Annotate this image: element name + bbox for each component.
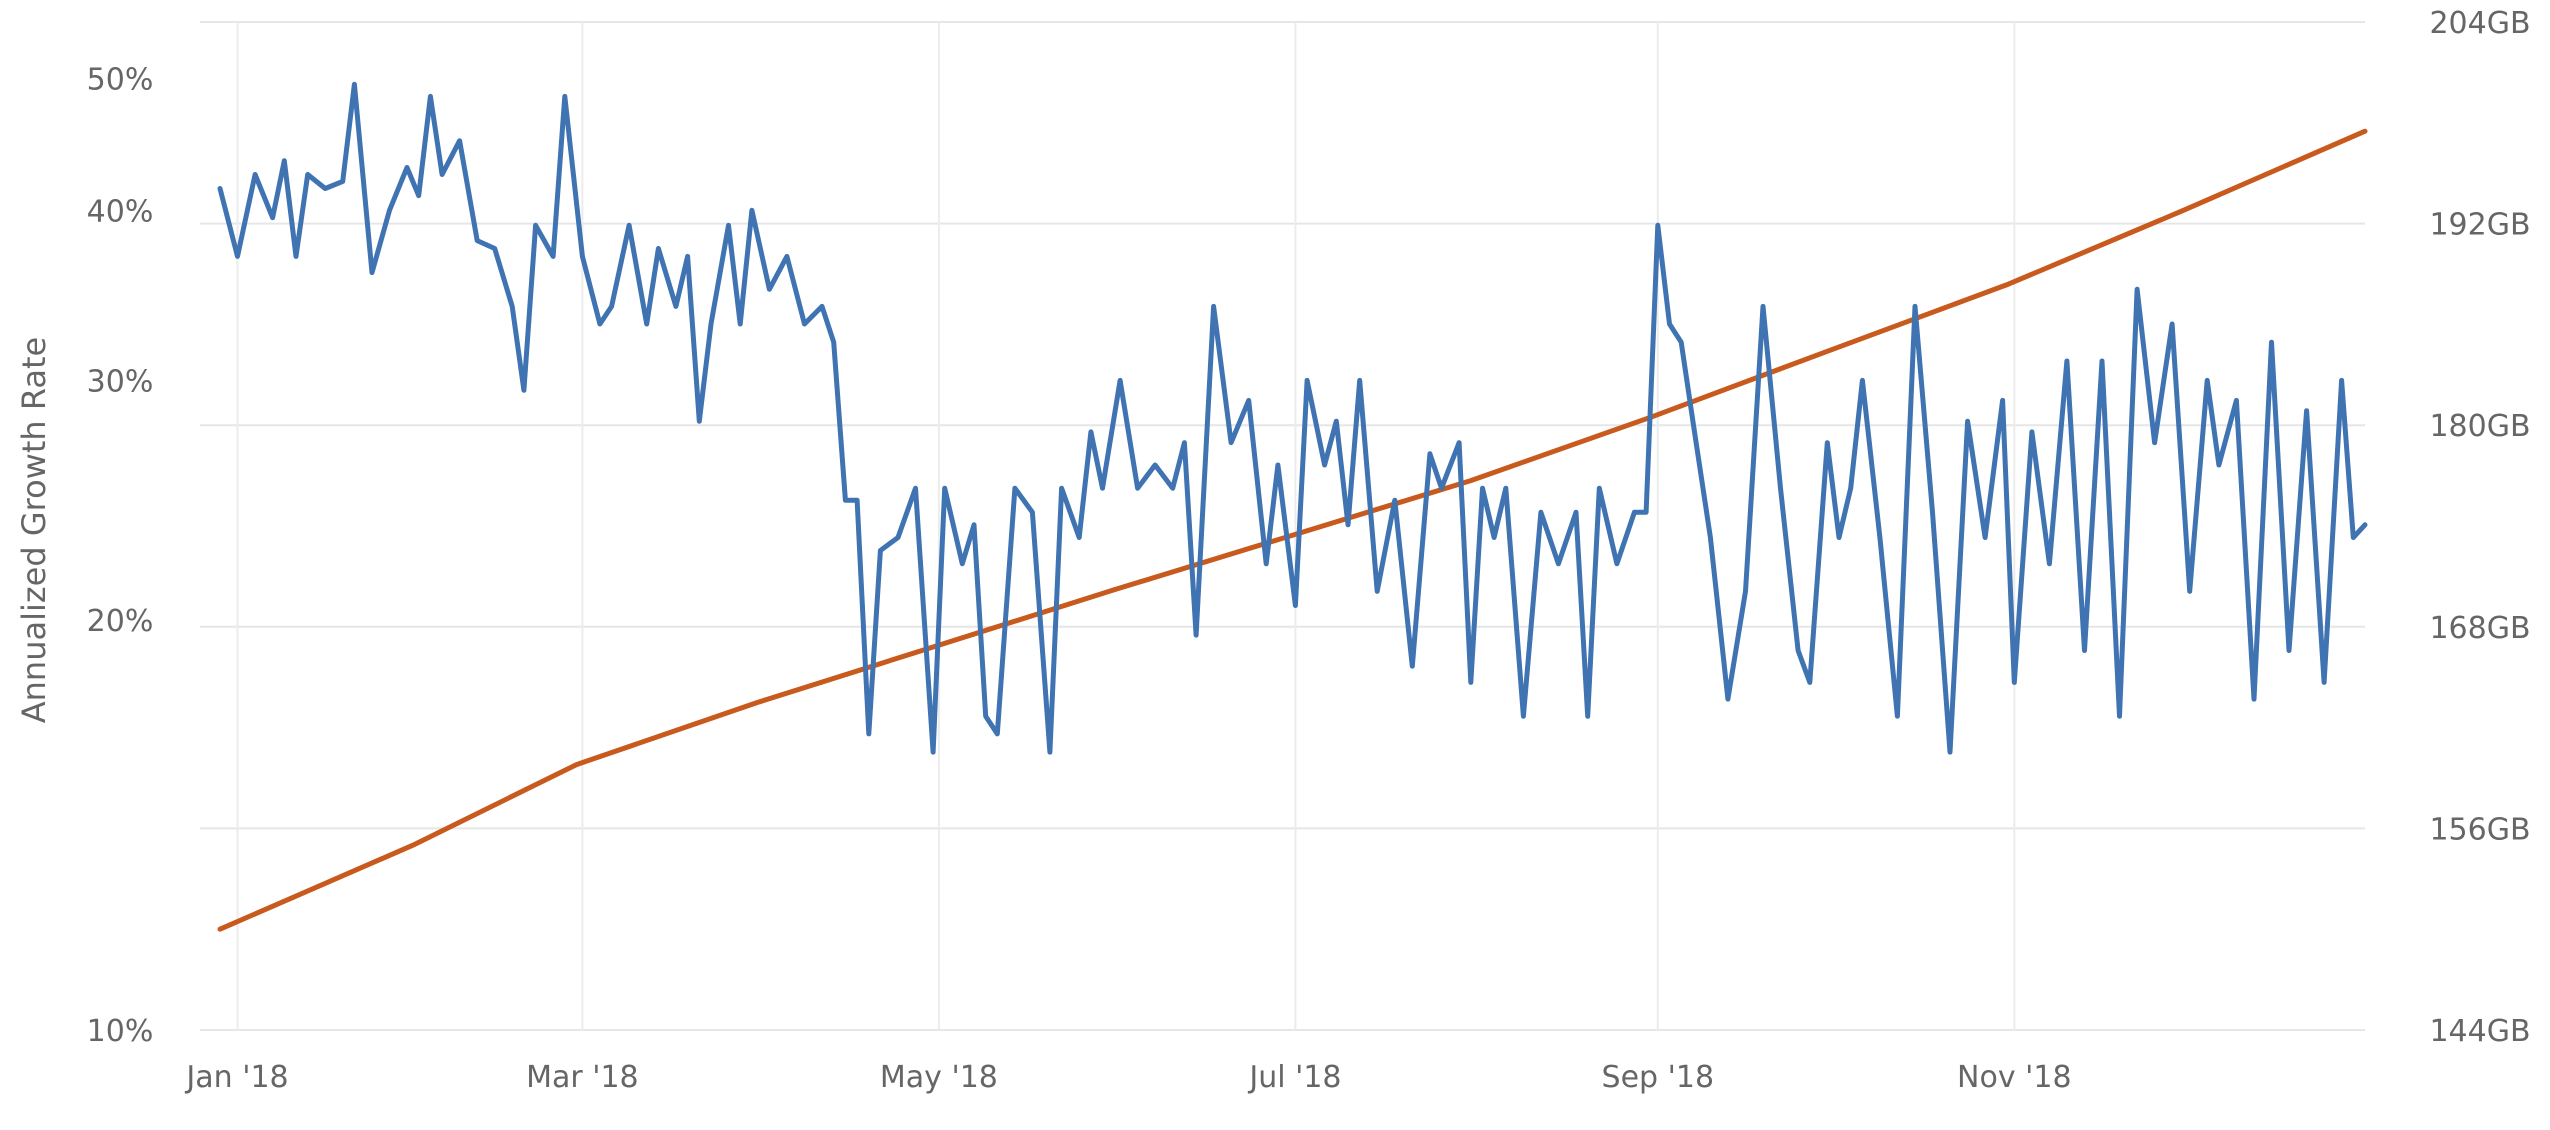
left-tick-label: 50% bbox=[87, 62, 154, 97]
right-tick-label: 180GB bbox=[2429, 409, 2530, 444]
right-tick-label: 192GB bbox=[2429, 208, 2530, 243]
x-tick-label: Jan '18 bbox=[184, 1060, 288, 1095]
x-tick-label: Jul '18 bbox=[1247, 1060, 1341, 1095]
x-tick-label: Mar '18 bbox=[526, 1060, 639, 1095]
growth-rate-line bbox=[217, 81, 2368, 755]
series-lines bbox=[217, 81, 2368, 932]
right-tick-label: 156GB bbox=[2429, 812, 2530, 847]
left-tick-label: 20% bbox=[87, 604, 154, 639]
x-tick-label: Nov '18 bbox=[1957, 1060, 2072, 1095]
gridlines bbox=[200, 21, 2365, 1031]
storage-size-line bbox=[217, 128, 2368, 932]
left-tick-label: 40% bbox=[87, 194, 154, 229]
right-tick-label: 168GB bbox=[2429, 611, 2530, 646]
left-tick-label: 10% bbox=[87, 1014, 154, 1049]
x-tick-label: Sep '18 bbox=[1602, 1060, 1715, 1095]
right-tick-label: 204GB bbox=[2429, 6, 2530, 41]
x-tick-label: May '18 bbox=[880, 1060, 998, 1095]
left-tick-label: 30% bbox=[87, 364, 154, 399]
right-tick-label: 144GB bbox=[2429, 1014, 2530, 1049]
right-axis-ticks: 144GB 156GB 168GB 180GB 192GB 204GB bbox=[2429, 6, 2530, 1049]
left-axis-ticks: 10% 20% 30% 40% 50% bbox=[87, 62, 154, 1049]
left-axis-title: Annualized Growth Rate bbox=[15, 337, 53, 723]
x-axis-ticks: Jan '18 Mar '18 May '18 Jul '18 Sep '18 Nov '… bbox=[184, 1060, 2071, 1095]
